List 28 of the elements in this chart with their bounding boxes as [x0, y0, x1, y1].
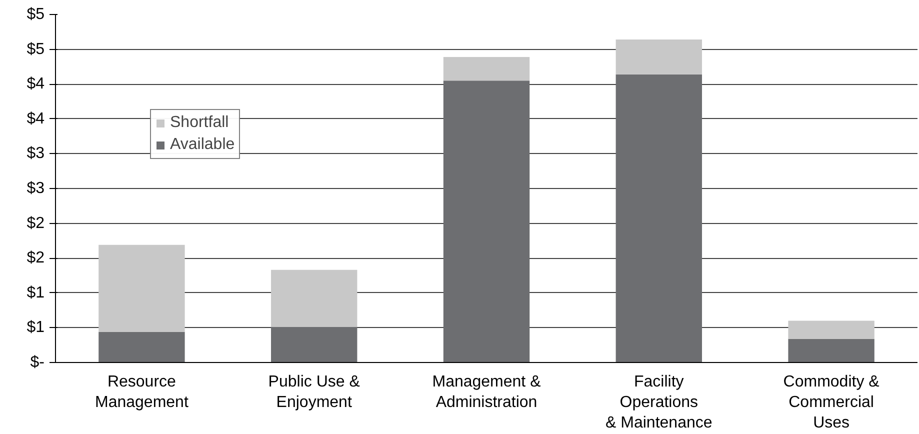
y-tick-label: $4	[26, 76, 45, 93]
y-tick-label: $-	[30, 354, 45, 371]
y-tick-label: $3	[26, 145, 45, 162]
x-tick-label: Resource Management	[95, 374, 189, 411]
bar	[443, 56, 530, 81]
bar	[788, 338, 874, 362]
bar	[98, 332, 185, 362]
bar	[616, 74, 702, 362]
legend-label: Shortfall	[170, 114, 229, 132]
x-tick-label: Facility Operations & Maintenance	[606, 374, 712, 432]
y-tick-label: $1	[26, 284, 45, 302]
y-tick-label: $1	[26, 319, 45, 336]
x-tick-label: Commodity & Commercial Uses	[783, 374, 880, 432]
y-tick-label: $5	[26, 40, 45, 58]
bar	[616, 40, 702, 74]
legend-label: Available	[170, 136, 235, 154]
bar	[788, 320, 874, 339]
bar	[271, 270, 358, 328]
x-tick-label: Management & Administration	[432, 374, 542, 411]
y-tick-label: $2	[26, 214, 45, 232]
bar	[271, 327, 358, 362]
y-tick-label: $3	[26, 180, 45, 197]
bar	[98, 244, 185, 332]
y-tick-label: $5	[26, 6, 45, 23]
y-tick-label: $4	[26, 110, 45, 128]
bar	[443, 80, 530, 362]
y-tick-label: $2	[26, 250, 45, 267]
x-tick-label: Public Use & Enjoyment	[268, 374, 360, 411]
